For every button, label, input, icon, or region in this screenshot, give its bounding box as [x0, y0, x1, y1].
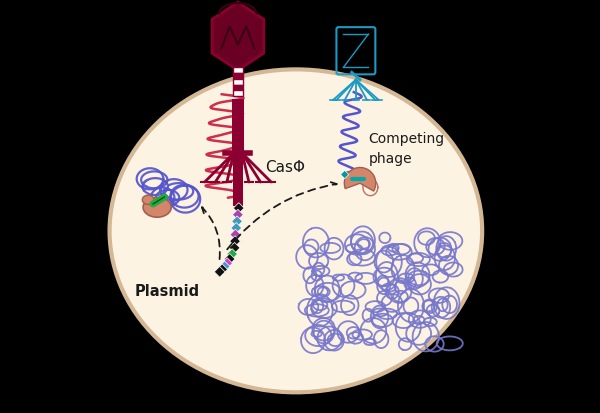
Polygon shape — [231, 223, 242, 234]
FancyBboxPatch shape — [233, 85, 243, 91]
Polygon shape — [232, 216, 242, 227]
Polygon shape — [229, 243, 240, 254]
Polygon shape — [233, 203, 244, 214]
Polygon shape — [214, 267, 225, 278]
Text: Plasmid: Plasmid — [134, 284, 200, 299]
Ellipse shape — [142, 196, 154, 205]
Text: Competing
phage: Competing phage — [368, 132, 445, 165]
Polygon shape — [230, 236, 241, 247]
FancyBboxPatch shape — [233, 74, 243, 80]
Polygon shape — [222, 258, 233, 269]
Wedge shape — [344, 168, 376, 192]
Polygon shape — [227, 249, 238, 260]
Polygon shape — [341, 171, 349, 179]
Polygon shape — [233, 210, 243, 221]
FancyBboxPatch shape — [233, 112, 243, 206]
Polygon shape — [230, 230, 241, 240]
Polygon shape — [219, 261, 230, 272]
FancyBboxPatch shape — [232, 100, 244, 154]
Text: CasΦ: CasΦ — [265, 160, 305, 175]
Polygon shape — [217, 264, 227, 275]
Polygon shape — [212, 3, 264, 71]
FancyBboxPatch shape — [233, 91, 243, 97]
Ellipse shape — [143, 198, 171, 218]
Ellipse shape — [110, 70, 482, 392]
FancyBboxPatch shape — [233, 80, 243, 85]
Polygon shape — [224, 254, 235, 265]
FancyBboxPatch shape — [233, 68, 243, 74]
